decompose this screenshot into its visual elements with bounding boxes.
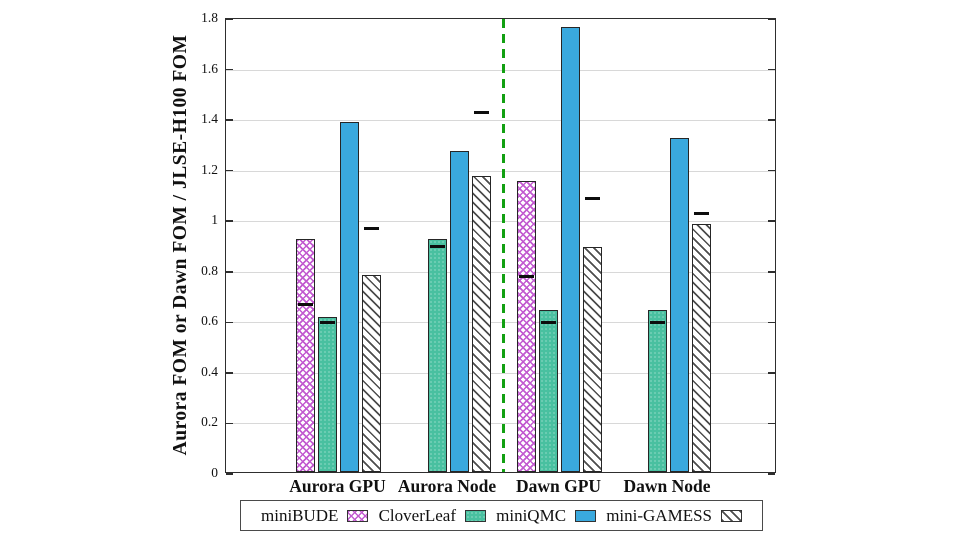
bar-mini-gamess-dawn-node xyxy=(691,224,711,472)
legend-swatch-cloverleaf-icon xyxy=(465,509,486,522)
legend-label-cloverleaf: CloverLeaf xyxy=(378,505,456,525)
y-tick-right-1.6 xyxy=(768,68,775,71)
gridline-1.2 xyxy=(226,170,775,172)
gridline-1.6 xyxy=(226,69,775,71)
plot-area xyxy=(225,18,776,475)
y-tick-left-0.4 xyxy=(226,372,233,374)
y-tick-left-0.2 xyxy=(226,422,233,425)
legend-label-miniqmc: miniQMC xyxy=(496,505,567,525)
y-tick-right-1 xyxy=(768,220,775,222)
dash-marker-mini-gamess-aurora-node xyxy=(473,111,489,115)
y-tick-label-1.8: 1.8 xyxy=(201,10,218,25)
y-tick-label-0.8: 0.8 xyxy=(201,262,218,278)
y-tick-right-0.6 xyxy=(768,321,775,324)
y-tick-right-0.2 xyxy=(768,422,775,425)
legend-swatch-miniqmc-icon xyxy=(575,509,597,522)
y-axis-label: Aurora FOM or Dawn FOM / JLSE-H100 FOM xyxy=(170,34,191,456)
bar-minibude-aurora-gpu xyxy=(296,239,315,472)
bar-cloverleaf-aurora-node xyxy=(427,239,447,472)
y-tick-left-1.6 xyxy=(226,68,233,71)
x-tick-label-aurora-node: Aurora Node xyxy=(397,476,497,496)
dash-marker-cloverleaf-dawn-gpu xyxy=(541,320,556,324)
legend-label-minigamess: mini-GAMESS xyxy=(606,505,712,525)
y-tick-label-1.2: 1.2 xyxy=(201,161,218,177)
dash-marker-mini-gamess-dawn-gpu xyxy=(585,196,600,200)
y-tick-label-0.6: 0.6 xyxy=(201,313,218,329)
bar-mini-gamess-aurora-node xyxy=(471,176,491,472)
legend-entry-minibude: miniBUDE xyxy=(261,505,369,526)
gridline-0.4 xyxy=(226,372,775,374)
dash-marker-cloverleaf-aurora-node xyxy=(429,245,445,248)
y-tick-label-0.2: 0.2 xyxy=(201,414,218,430)
bar-cloverleaf-dawn-gpu xyxy=(539,310,558,472)
bar-miniqmc-dawn-gpu xyxy=(561,27,580,472)
bar-mini-gamess-dawn-gpu xyxy=(583,247,602,472)
aurora-dawn-separator-line xyxy=(502,19,505,472)
y-tick-label-0.4: 0.4 xyxy=(201,363,218,379)
y-tick-left-1.4 xyxy=(226,119,233,121)
bar-miniqmc-dawn-node xyxy=(669,138,689,472)
bar-cloverleaf-aurora-gpu xyxy=(318,316,337,472)
bar-minibude-dawn-gpu xyxy=(517,181,536,472)
gridline-0.8 xyxy=(226,271,775,273)
y-tick-label-1.6: 1.6 xyxy=(201,60,218,76)
y-tick-right-1.4 xyxy=(768,119,775,121)
y-tick-right-1.2 xyxy=(768,169,775,172)
gridline-1.4 xyxy=(226,120,775,122)
dash-marker-minibude-dawn-gpu xyxy=(519,275,534,279)
y-tick-left-0.8 xyxy=(226,271,233,273)
dash-marker-mini-gamess-dawn-node xyxy=(693,212,709,216)
bar-miniqmc-aurora-gpu xyxy=(340,121,359,472)
legend-swatch-minigamess-icon xyxy=(720,509,742,522)
gridline-1 xyxy=(226,221,775,223)
dash-marker-cloverleaf-aurora-gpu xyxy=(320,320,335,324)
y-tick-right-1.8 xyxy=(768,18,775,20)
y-tick-label-1.4: 1.4 xyxy=(201,111,218,127)
bar-mini-gamess-aurora-gpu xyxy=(362,274,381,472)
legend: miniBUDE CloverLeaf miniQMC mini-GAMESS xyxy=(240,500,763,531)
gridline-0.2 xyxy=(226,423,775,425)
y-tick-right-0 xyxy=(768,473,775,475)
y-tick-right-0.4 xyxy=(768,372,775,374)
y-tick-label-1: 1 xyxy=(211,212,218,228)
y-tick-label-0: 0 xyxy=(211,465,218,480)
x-tick-label-dawn-node: Dawn Node xyxy=(623,476,711,496)
dash-marker-cloverleaf-dawn-node xyxy=(649,320,665,324)
y-tick-left-0 xyxy=(226,473,233,475)
y-tick-left-1.2 xyxy=(226,169,233,172)
y-tick-left-0.6 xyxy=(226,321,233,324)
legend-label-minibude: miniBUDE xyxy=(261,505,339,525)
y-tick-left-1 xyxy=(226,220,233,222)
legend-swatch-minibude-icon xyxy=(347,509,369,522)
dash-marker-mini-gamess-aurora-gpu xyxy=(364,227,379,231)
x-tick-label-aurora-gpu: Aurora GPU xyxy=(289,476,386,496)
bar-miniqmc-aurora-node xyxy=(449,150,469,472)
x-tick-label-dawn-gpu: Dawn GPU xyxy=(515,476,602,496)
y-tick-right-0.8 xyxy=(768,271,775,273)
legend-entry-cloverleaf: CloverLeaf xyxy=(379,506,486,526)
y-tick-left-1.8 xyxy=(226,18,233,20)
bar-cloverleaf-dawn-node xyxy=(647,310,667,472)
dash-marker-minibude-aurora-gpu xyxy=(298,303,313,307)
legend-entry-miniqmc: miniQMC xyxy=(496,505,597,526)
legend-entry-minigamess: mini-GAMESS xyxy=(606,506,742,526)
gridline-0.6 xyxy=(226,322,775,324)
